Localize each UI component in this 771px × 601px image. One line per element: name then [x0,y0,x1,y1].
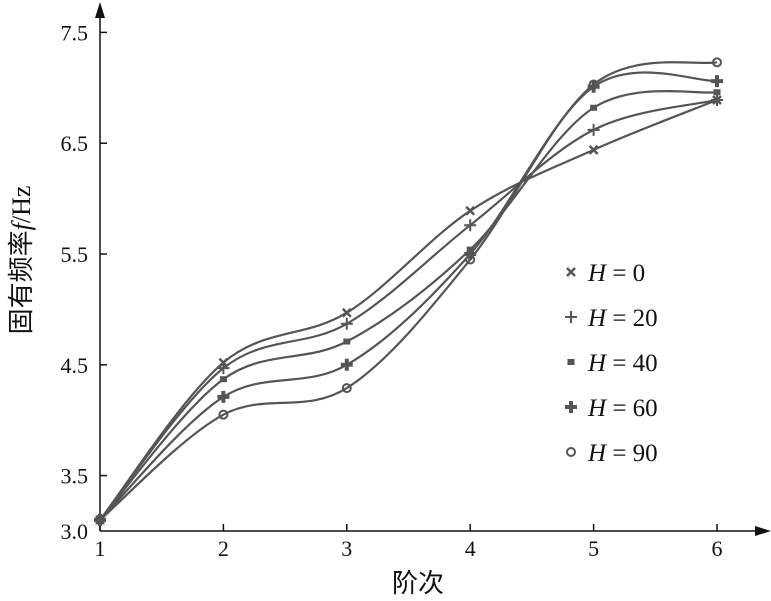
legend-label: H = 90 [587,440,658,467]
data-point [711,94,723,106]
x-axis-arrow [755,526,771,536]
data-point [714,89,721,95]
legend-var: H [587,260,608,287]
legend-value: = 60 [606,395,658,422]
legend-var: H [587,440,608,467]
legend-label: H = 0 [587,260,645,287]
data-point [343,309,351,317]
data-point [220,376,227,382]
legend-value: = 40 [606,350,658,377]
legend-value: = 0 [606,260,645,287]
axes: 1 2 3 4 5 6 3.0 3.5 4.5 5.5 6.5 7.5 [61,2,771,561]
legend-marker [568,359,575,365]
x-tick-label: 2 [218,536,229,561]
y-tick-label: 7.5 [61,20,89,45]
legend-marker [565,311,577,323]
y-tick-label: 3.5 [61,464,89,489]
data-point [217,391,229,403]
legend-marker [565,401,577,413]
x-axis-label: 阶次 [392,569,444,596]
legend-label: H = 60 [587,395,658,422]
x-tick-label: 4 [465,536,476,561]
legend-value: = 90 [606,440,658,467]
data-point [590,146,598,154]
y-tick-label: 5.5 [61,242,89,267]
legend: H = 0H = 20H = 40H = 60H = 90 [565,260,658,467]
y-tick-label: 3.0 [61,519,89,544]
data-point [711,75,723,87]
data-point [341,359,353,371]
legend-var: H [587,350,608,377]
data-point [343,339,350,345]
y-axis-label: 固有频率f/Hz [7,186,36,335]
legend-label: H = 40 [587,350,658,377]
legend-var: H [587,305,608,332]
legend-value: = 20 [606,305,658,332]
x-tick-label: 6 [712,536,723,561]
x-tick-label: 1 [95,536,106,561]
data-point [588,124,600,136]
data-point [466,207,474,215]
x-tick-label: 5 [588,536,599,561]
y-tick-label: 4.5 [61,353,89,378]
legend-marker [567,448,575,456]
y-tick-label: 6.5 [61,131,89,156]
y-axis-arrow [95,2,105,18]
legend-var: H [587,395,608,422]
data-point [590,105,597,111]
x-tick-label: 3 [341,536,352,561]
legend-label: H = 20 [587,305,658,332]
data-point [341,318,353,330]
legend-marker [567,268,575,276]
